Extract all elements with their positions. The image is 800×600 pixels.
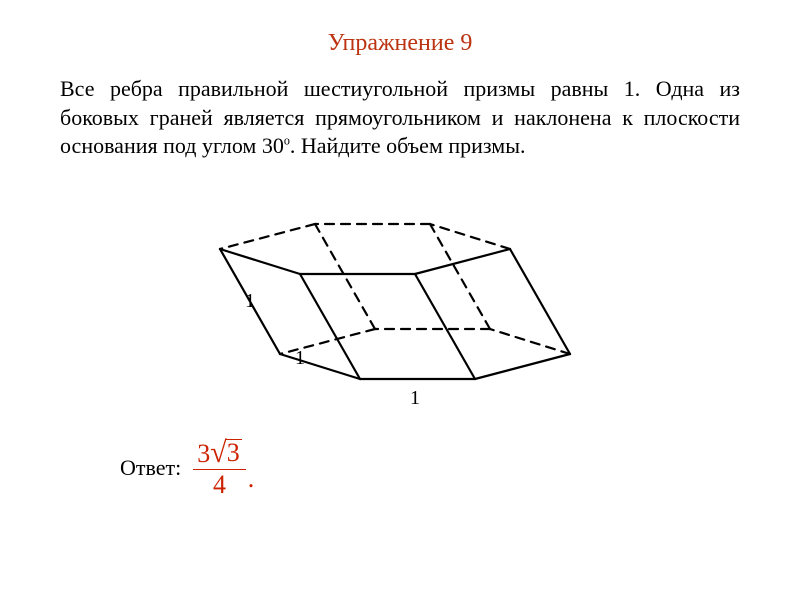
- prism-figure: 1 1 1: [190, 179, 610, 419]
- answer-row: Ответ: 3 √ 3 4 .: [120, 439, 740, 498]
- problem-text: Все ребра правильной шестиугольной призм…: [60, 75, 740, 161]
- answer-fraction: 3 √ 3 4: [193, 439, 245, 498]
- fraction-numerator: 3 √ 3: [193, 439, 245, 470]
- sqrt-expr: √ 3: [210, 439, 241, 467]
- answer-period: .: [248, 464, 255, 494]
- slide: Упражнение 9 Все ребра правильной шестиу…: [0, 0, 800, 600]
- numerator-coeff: 3: [197, 441, 210, 467]
- fraction-denominator: 4: [213, 470, 226, 498]
- svg-text:1: 1: [295, 347, 305, 369]
- problem-after-angle: . Найдите объем призмы.: [290, 133, 526, 158]
- answer-label: Ответ:: [120, 455, 181, 481]
- svg-text:1: 1: [245, 290, 255, 312]
- radicand: 3: [225, 439, 242, 466]
- svg-text:1: 1: [410, 387, 420, 409]
- exercise-title: Упражнение 9: [60, 30, 740, 57]
